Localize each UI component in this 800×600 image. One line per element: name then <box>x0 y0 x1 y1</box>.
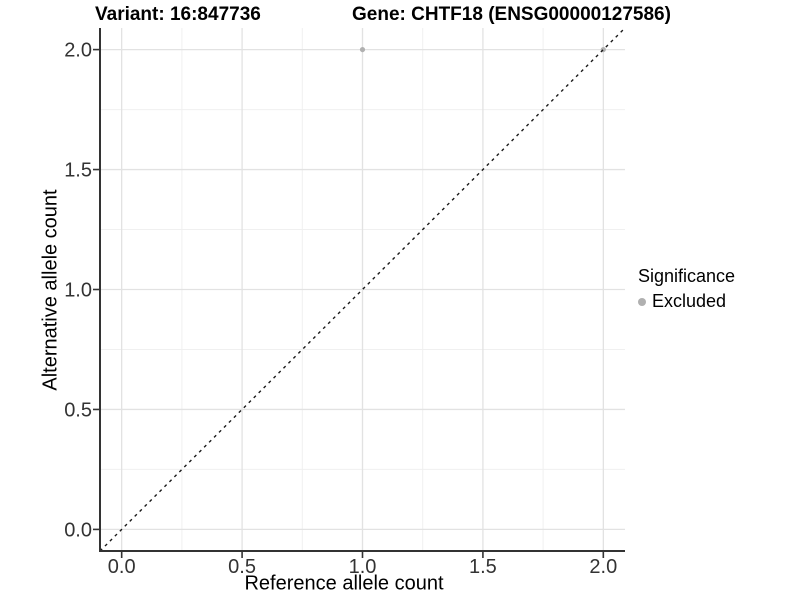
y-tick-label: 1.0 <box>64 280 92 302</box>
y-tick-label: 1.5 <box>64 160 92 182</box>
identity-reference-line <box>99 27 626 552</box>
y-tick-label: 0.5 <box>64 399 92 421</box>
data-point <box>359 46 366 53</box>
legend: Significance Excluded <box>638 266 735 312</box>
x-tick-label: 1.0 <box>349 556 377 578</box>
legend-point-icon <box>638 297 646 306</box>
plot-title-variant: Variant: 16:847736 <box>95 4 261 25</box>
x-tick-label: 0.5 <box>228 556 256 578</box>
y-axis-title: Alternative allele count <box>39 189 62 391</box>
legend-item-label: Excluded <box>652 291 727 311</box>
x-tick-label: 0.0 <box>108 556 136 578</box>
y-tick-label: 0.0 <box>64 519 92 541</box>
legend-item-excluded: Excluded <box>638 291 735 312</box>
legend-title: Significance <box>638 266 736 286</box>
x-axis-title: Reference allele count <box>244 572 444 595</box>
y-tick-label: 2.0 <box>64 40 92 62</box>
plot-title-gene: Gene: CHTF18 (ENSG00000127586) <box>352 4 671 25</box>
x-tick-label: 2.0 <box>589 556 617 578</box>
x-tick-label: 1.5 <box>469 556 497 578</box>
